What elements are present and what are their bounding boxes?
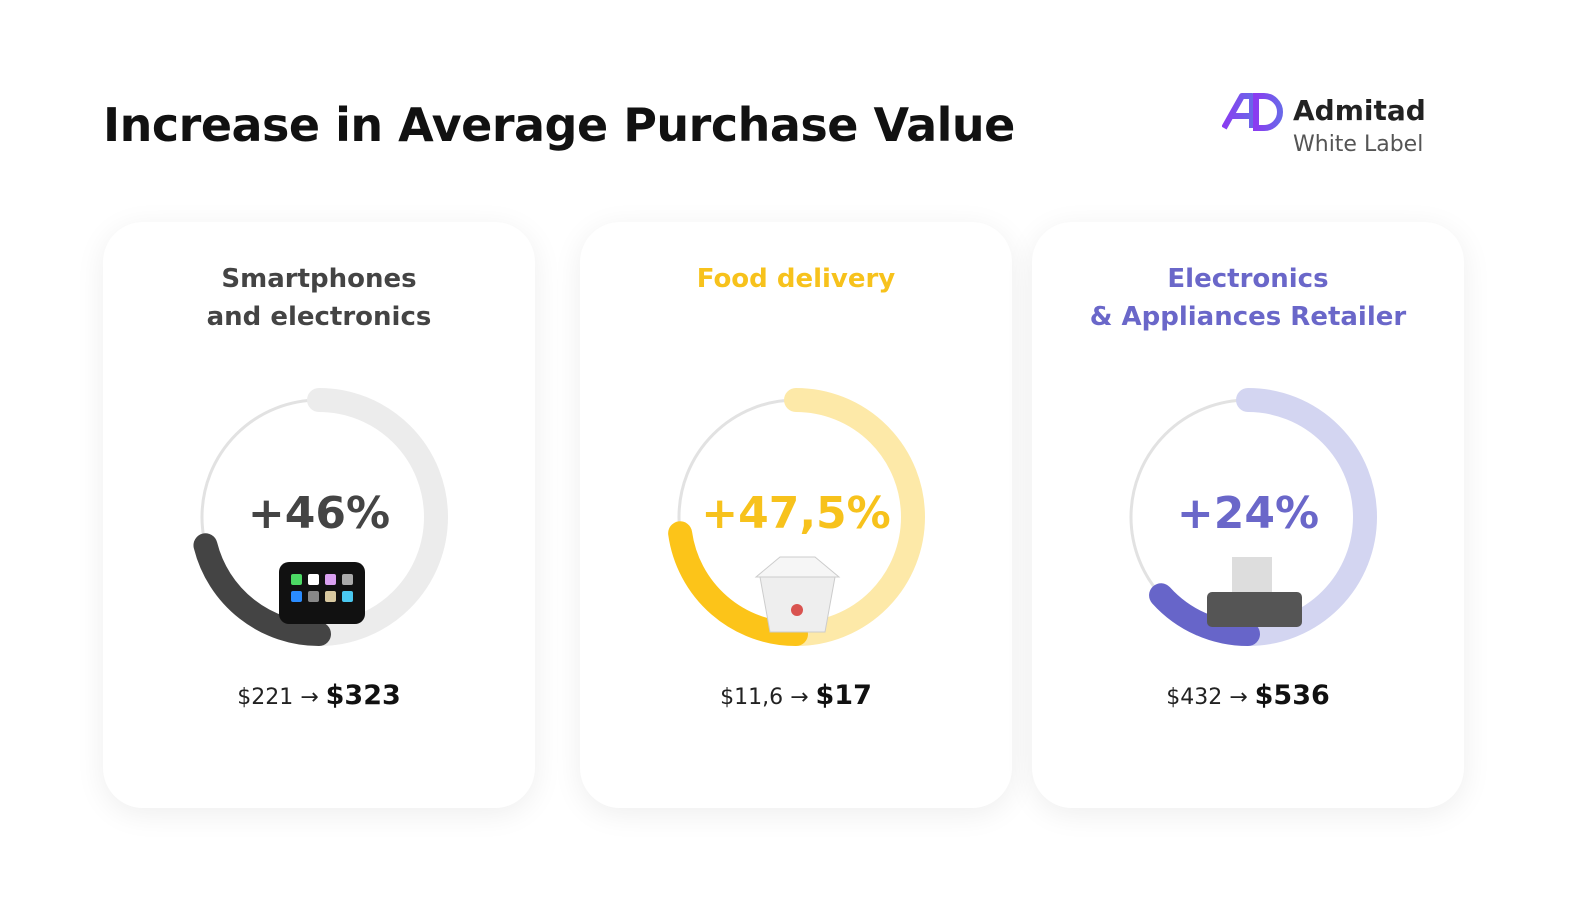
price: $221 → $323	[103, 680, 535, 711]
percent: +46%	[247, 488, 391, 539]
app	[325, 574, 336, 585]
ring	[193, 388, 448, 646]
percent: +24%	[1176, 488, 1320, 539]
price-from: $432	[1166, 685, 1223, 710]
printer	[1207, 592, 1302, 627]
box-lid	[754, 556, 841, 578]
price-arrow: →	[300, 685, 319, 710]
app	[342, 574, 353, 585]
ring-dark-arc	[1149, 583, 1260, 646]
card: Food delivery +47,5% $11,6 → $17	[580, 222, 1012, 808]
icon	[1207, 557, 1302, 627]
card-title-line: & Appliances Retailer	[1089, 302, 1407, 332]
app	[308, 574, 319, 585]
app	[291, 574, 302, 585]
logo-mark	[1222, 93, 1283, 131]
icon	[754, 556, 841, 633]
price-from: $221	[237, 685, 294, 710]
icon	[279, 562, 365, 624]
price: $432 → $536	[1032, 680, 1464, 711]
logo-subtitle: White Label	[1293, 132, 1424, 157]
card-title-line: Food delivery	[696, 264, 896, 294]
card-title-line: and electronics	[206, 302, 432, 332]
app	[325, 591, 336, 602]
ring	[1129, 388, 1377, 646]
card-title: Electronics & Appliances Retailer	[1032, 260, 1464, 336]
printer-paper	[1232, 557, 1272, 597]
ring	[668, 388, 925, 646]
card: Electronics & Appliances Retailer +24% $432…	[1032, 222, 1464, 808]
ring-light-arc	[784, 388, 925, 646]
price: $11,6 → $17	[580, 680, 1012, 711]
card-title: Food delivery	[580, 260, 1012, 298]
card-title-line: Electronics	[1167, 264, 1329, 294]
ring-light-arc	[307, 388, 448, 646]
percent: +47,5%	[701, 488, 891, 539]
box-mark	[791, 604, 803, 616]
price-to: $323	[325, 680, 401, 711]
logo-name: Admitad	[1293, 94, 1426, 127]
price-to: $536	[1254, 680, 1330, 711]
price-arrow: →	[1229, 685, 1248, 710]
page-title: Increase in Average Purchase Value	[103, 98, 1015, 152]
card: Smartphones and electronics +46% $221 → $32…	[103, 222, 535, 808]
app	[342, 591, 353, 602]
card-title-line: Smartphones	[221, 264, 417, 294]
app	[291, 591, 302, 602]
price-arrow: →	[790, 685, 809, 710]
price-from: $11,6	[720, 685, 784, 710]
ring-dark-arc	[193, 533, 331, 646]
price-to: $17	[815, 680, 872, 711]
card-title: Smartphones and electronics	[103, 260, 535, 336]
app	[308, 591, 319, 602]
